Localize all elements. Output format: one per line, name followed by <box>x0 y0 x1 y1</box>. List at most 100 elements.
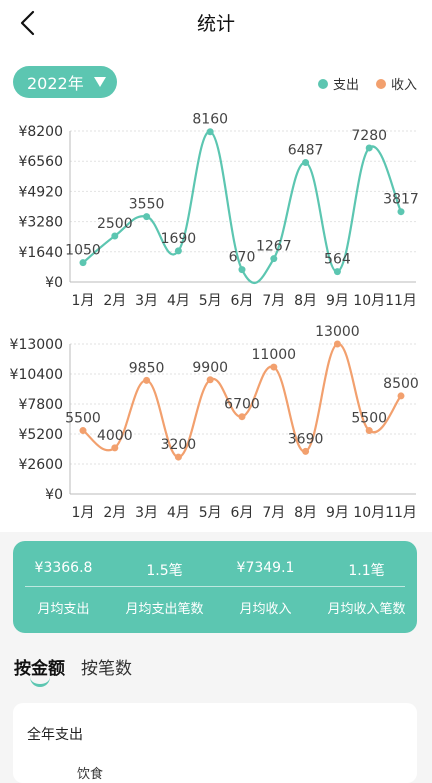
data-label: 13000 <box>315 325 360 340</box>
data-point <box>206 128 214 136</box>
data-point <box>365 427 373 435</box>
data-label: 5500 <box>65 411 101 427</box>
active-tab-indicator <box>30 674 50 687</box>
data-label: 8160 <box>192 112 228 128</box>
y-tick-label: ¥0 <box>45 487 63 503</box>
y-tick-label: ¥4920 <box>18 184 63 200</box>
income-line-chart: ¥0 ¥2600 ¥5200 ¥7800 ¥10400 ¥13000 1月 2月 3月 4月 5月 6… <box>10 325 419 521</box>
y-tick-label: ¥5200 <box>18 427 63 443</box>
x-tick-label: 7月 <box>262 293 285 309</box>
avg-income-count-value: 1.1笔 <box>348 563 385 579</box>
x-tick-label: 2月 <box>103 505 126 521</box>
back-arrow-icon <box>20 10 35 36</box>
data-label: 7280 <box>351 128 387 144</box>
x-tick-label: 10月 <box>353 505 385 521</box>
x-tick-label: 6月 <box>231 505 254 521</box>
x-tick-label: 1月 <box>72 293 95 309</box>
x-tick-label: 7月 <box>262 505 285 521</box>
data-label: 11000 <box>252 347 297 363</box>
data-point <box>333 268 341 276</box>
header-bar: 统计 <box>0 0 432 46</box>
tab-by-count[interactable]: 按笔数 <box>81 654 132 688</box>
card-title: 全年支出 <box>27 727 83 743</box>
data-label: 3690 <box>288 431 324 447</box>
data-point <box>302 159 310 167</box>
x-tick-label: 1月 <box>72 505 95 521</box>
y-tick-label: ¥8200 <box>18 124 63 140</box>
y-tick-label: ¥2600 <box>18 457 63 473</box>
data-point <box>111 232 119 240</box>
caret-down-icon <box>93 77 106 87</box>
data-label: 670 <box>229 250 256 266</box>
data-label: 6700 <box>224 397 260 413</box>
x-tick-label: 11月 <box>385 505 417 521</box>
x-tick-label: 10月 <box>353 293 385 309</box>
legend-income-label: 收入 <box>391 78 418 93</box>
avg-income-value: ¥7349.1 <box>236 560 295 576</box>
summary-card: ¥3366.8 1.5笔 ¥7349.1 1.1笔 月均支出 月均支出笔数 月均… <box>13 541 417 633</box>
data-label: 1050 <box>65 243 101 259</box>
y-tick-label: ¥13000 <box>10 337 63 353</box>
category-label: 饮食 <box>77 767 104 782</box>
y-tick-label: ¥0 <box>45 275 63 291</box>
data-point <box>79 427 87 435</box>
avg-income-count-label: 月均收入笔数 <box>327 602 406 617</box>
summary-divider <box>25 586 405 587</box>
x-tick-label: 11月 <box>385 293 417 309</box>
data-label: 5500 <box>351 411 387 427</box>
data-label: 6487 <box>288 143 324 159</box>
avg-expense-value: ¥3366.8 <box>34 560 93 576</box>
data-label: 2500 <box>97 216 133 232</box>
avg-expense-count-label: 月均支出笔数 <box>125 602 204 617</box>
data-label: 3200 <box>161 437 197 453</box>
data-point <box>238 266 246 274</box>
x-tick-label: 4月 <box>167 505 190 521</box>
avg-expense-count-value: 1.5笔 <box>146 563 183 579</box>
year-label: 2022年 <box>27 74 84 93</box>
page-title: 统计 <box>196 13 235 35</box>
data-point <box>143 376 151 384</box>
data-point <box>174 453 182 461</box>
x-tick-label: 9月 <box>326 293 349 309</box>
x-tick-label: 8月 <box>294 293 317 309</box>
tab-by-count-label: 按笔数 <box>81 659 132 679</box>
tab-bar: 按金额 按笔数 <box>14 654 132 688</box>
legend-income-dot <box>376 78 386 89</box>
x-tick-label: 5月 <box>199 293 222 309</box>
data-point <box>270 363 278 371</box>
yearly-expense-card: 全年支出 饮食 <box>13 703 417 783</box>
data-point <box>111 444 119 452</box>
x-tick-label: 2月 <box>103 293 126 309</box>
data-point <box>270 255 278 263</box>
data-label: 4000 <box>97 428 133 444</box>
data-label: 8500 <box>383 376 419 392</box>
avg-expense-label: 月均支出 <box>37 602 90 617</box>
data-label: 564 <box>324 252 351 268</box>
data-label: 3550 <box>129 197 165 213</box>
data-point <box>143 213 151 221</box>
data-label: 9900 <box>192 360 228 376</box>
x-tick-label: 3月 <box>135 505 158 521</box>
x-tick-label: 8月 <box>294 505 317 521</box>
tab-by-amount[interactable]: 按金额 <box>14 654 65 688</box>
data-point <box>206 376 214 384</box>
data-label: 3817 <box>383 192 419 208</box>
x-tick-label: 9月 <box>326 505 349 521</box>
data-point <box>79 259 87 267</box>
data-label: 1690 <box>161 231 197 247</box>
data-point <box>302 447 310 455</box>
year-selector[interactable]: 2022年 <box>13 66 117 98</box>
legend-expense-label: 支出 <box>333 78 360 93</box>
chart-panel <box>0 46 432 532</box>
y-tick-label: ¥10400 <box>10 367 63 383</box>
expense-line-chart: ¥0 ¥1640 ¥3280 ¥4920 ¥6560 ¥8200 1月 2月 3月 4月 5月 6月 7… <box>18 112 419 309</box>
y-tick-label: ¥3280 <box>18 215 63 231</box>
data-label: 1267 <box>256 239 292 255</box>
data-point <box>174 247 182 255</box>
legend-expense-dot <box>318 78 328 89</box>
y-tick-label: ¥6560 <box>18 154 63 170</box>
legend-expense: 支出 <box>318 74 359 93</box>
data-point <box>365 144 373 152</box>
back-button[interactable] <box>12 8 44 38</box>
data-point <box>397 392 405 400</box>
